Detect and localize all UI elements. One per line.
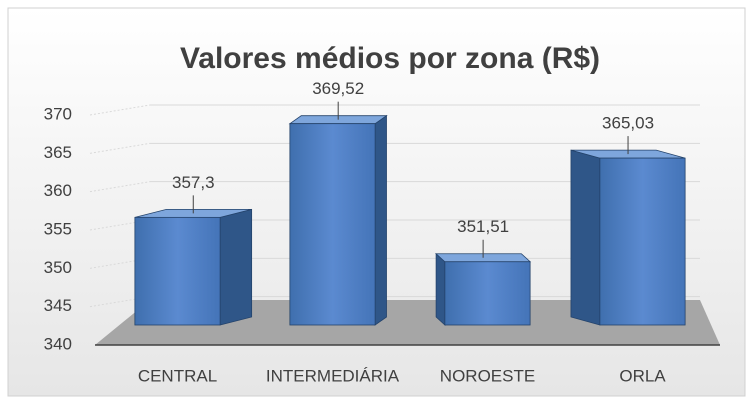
bar <box>134 208 253 326</box>
y-tick-label: 340 <box>44 334 72 353</box>
y-tick-label: 355 <box>44 219 72 238</box>
bar-front <box>134 216 221 326</box>
chart-title: Valores médios por zona (R$) <box>180 42 600 75</box>
bar <box>435 252 532 326</box>
bar-front <box>444 261 531 326</box>
data-label: 365,03 <box>602 114 654 133</box>
y-tick-label: 350 <box>44 258 72 277</box>
y-tick-label: 345 <box>44 296 72 315</box>
x-tick-label: NOROESTE <box>440 366 535 385</box>
x-tick-label: CENTRAL <box>138 366 217 385</box>
x-tick-label: ORLA <box>619 366 666 385</box>
bar-front <box>289 123 376 326</box>
data-label: 369,52 <box>312 79 364 98</box>
data-label: 357,3 <box>172 173 215 192</box>
bar <box>288 114 388 326</box>
bar <box>570 149 686 326</box>
y-tick-label: 365 <box>44 143 72 162</box>
y-tick-label: 360 <box>44 181 72 200</box>
bar-side <box>570 149 601 326</box>
data-label: 351,51 <box>457 217 509 236</box>
bar-side <box>374 114 387 326</box>
bar-front <box>599 157 686 326</box>
y-tick-label: 370 <box>44 104 72 123</box>
bar-side <box>435 252 446 326</box>
bar-side <box>219 208 253 326</box>
x-tick-label: INTERMEDIÁRIA <box>266 366 400 385</box>
